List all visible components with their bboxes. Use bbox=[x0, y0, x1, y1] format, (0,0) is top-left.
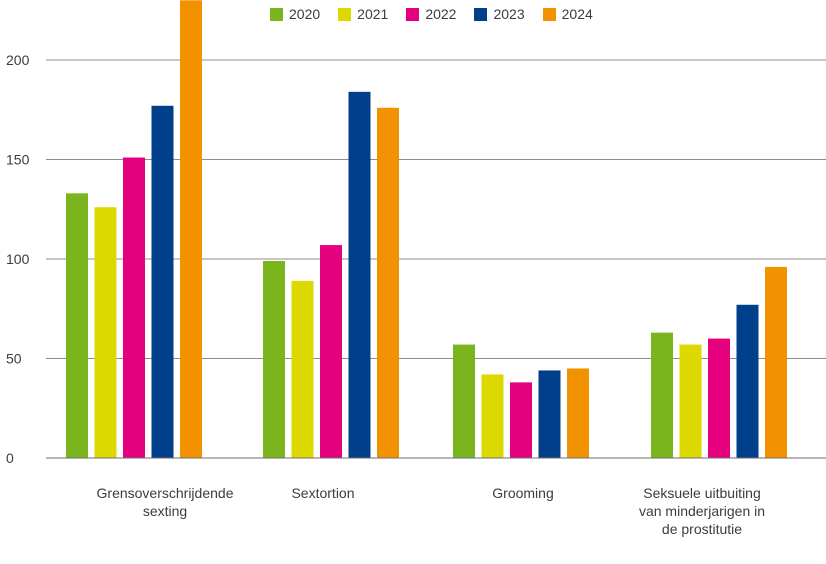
bar-2024-group-3 bbox=[567, 368, 589, 458]
legend-swatch-2023 bbox=[474, 7, 488, 21]
x-category-label-grooming: Grooming bbox=[492, 485, 554, 501]
legend-swatch-2020 bbox=[270, 7, 283, 21]
bar-2023-group-3 bbox=[538, 370, 561, 458]
bar-2023-group-4 bbox=[736, 304, 759, 458]
bar-2021-group-2 bbox=[291, 280, 314, 458]
bar-2023-group-1 bbox=[151, 105, 174, 459]
bar-2020-group-1 bbox=[66, 193, 88, 458]
legend-label-2021: 2021 bbox=[357, 6, 389, 22]
bar-2020-group-3 bbox=[453, 344, 475, 458]
bar-2024-group-1 bbox=[180, 0, 202, 459]
bar-2022-group-3 bbox=[510, 382, 532, 458]
bar-2024-group-4 bbox=[765, 266, 787, 458]
bar-2020-group-4 bbox=[651, 332, 673, 458]
y-tick-label-50: 50 bbox=[6, 351, 22, 367]
x-category-label-uitbuiting: Seksuele uitbuiting van minderjarigen in… bbox=[638, 485, 766, 537]
bar-2024-group-2 bbox=[377, 107, 399, 458]
y-tick-label-150: 150 bbox=[6, 152, 30, 168]
bar-2021-group-1 bbox=[94, 207, 117, 458]
legend: 2020 2021 2022 2023 2024 bbox=[270, 6, 593, 22]
bar-2021-group-4 bbox=[679, 344, 702, 458]
legend-item-2022: 2022 bbox=[406, 6, 456, 22]
legend-label-2023: 2023 bbox=[493, 6, 525, 22]
legend-item-2024: 2024 bbox=[542, 6, 593, 22]
legend-swatch-2024 bbox=[542, 7, 556, 21]
legend-swatch-2021 bbox=[338, 7, 352, 21]
bar-2022-group-2 bbox=[320, 245, 342, 458]
y-tick-label-0: 0 bbox=[6, 450, 14, 466]
bar-2023-group-2 bbox=[348, 91, 371, 458]
legend-item-2020: 2020 bbox=[270, 6, 320, 22]
legend-label-2020: 2020 bbox=[289, 6, 321, 22]
x-category-label-sexting: Grensoverschrijdende sexting bbox=[96, 485, 234, 519]
y-tick-label-100: 100 bbox=[6, 251, 30, 267]
bar-2022-group-1 bbox=[123, 157, 145, 458]
legend-swatch-2022 bbox=[406, 7, 420, 21]
legend-item-2021: 2021 bbox=[338, 6, 388, 22]
bar-2022-group-4 bbox=[708, 338, 730, 458]
y-tick-label-200: 200 bbox=[6, 52, 30, 68]
bar-2021-group-3 bbox=[481, 374, 504, 458]
x-category-label-sextortion: Sextortion bbox=[291, 485, 355, 501]
bar-2020-group-2 bbox=[263, 260, 285, 458]
legend-item-2023: 2023 bbox=[474, 6, 525, 22]
legend-label-2024: 2024 bbox=[561, 6, 593, 22]
legend-label-2022: 2022 bbox=[425, 6, 457, 22]
